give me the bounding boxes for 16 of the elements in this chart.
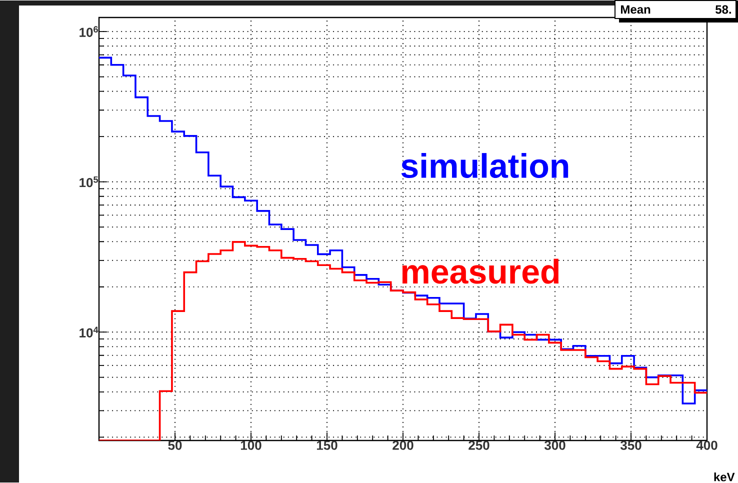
x-tick-label: 150 <box>316 440 338 450</box>
y-tick-label: 10$^{6}$ <box>80 26 98 38</box>
x-axis-title: keV <box>714 472 735 482</box>
x-tick-label: 100 <box>240 440 262 450</box>
y-tick-label: 10$^{5}$ <box>80 176 98 188</box>
x-tick-label: 400 <box>696 440 718 450</box>
series-label: measured <box>402 259 559 284</box>
text: simulation <box>401 153 568 178</box>
text: Mean <box>621 6 650 14</box>
y-tick-label: 10$^{4}$ <box>80 326 98 338</box>
x-tick-label: 200 <box>392 440 414 450</box>
text: 58. <box>716 6 731 14</box>
x-tick-label: 250 <box>468 440 490 450</box>
x-tick-label: 350 <box>620 440 642 450</box>
x-tick-label: 300 <box>544 440 566 450</box>
x-tick-label: 50 <box>168 440 182 450</box>
